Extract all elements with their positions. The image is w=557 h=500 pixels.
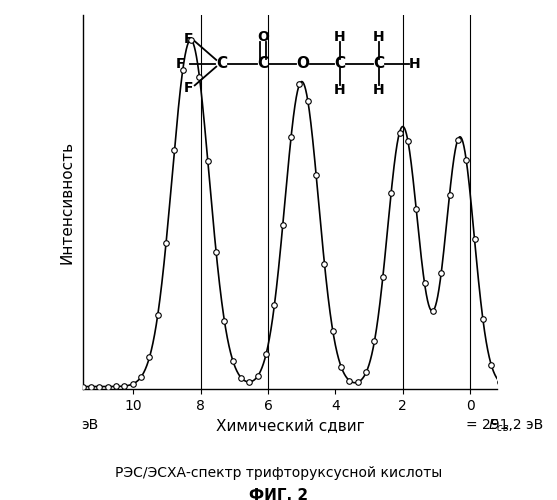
Y-axis label: Интенсивность: Интенсивность (60, 140, 75, 264)
Point (136, 373, 145, 381)
Text: C: C (216, 56, 227, 71)
Point (62, 382, 71, 390)
Point (412, 205, 421, 213)
Point (120, 382, 129, 390)
Point (270, 300, 279, 308)
Point (395, 128, 404, 136)
Point (111, 382, 120, 390)
Point (95, 382, 104, 390)
Point (370, 337, 379, 345)
Text: F: F (184, 81, 193, 95)
Point (187, 36, 196, 44)
Text: C: C (373, 56, 384, 71)
Point (178, 66, 187, 74)
Point (312, 171, 321, 179)
Point (295, 80, 304, 88)
Text: эВ: эВ (81, 418, 98, 432)
X-axis label: Химический сдвиг: Химический сдвиг (216, 418, 364, 434)
Point (478, 315, 487, 323)
Text: H: H (408, 56, 420, 70)
Point (170, 146, 179, 154)
Point (512, 382, 521, 390)
Point (320, 260, 329, 268)
Point (237, 374, 246, 382)
Point (145, 354, 154, 362)
Point (228, 356, 237, 364)
Text: H: H (373, 83, 385, 97)
Point (437, 269, 446, 277)
Text: РЭС/ЭСХА-спектр трифторуксусной кислоты: РЭС/ЭСХА-спектр трифторуксусной кислоты (115, 466, 442, 480)
Point (304, 96, 312, 104)
Point (428, 307, 437, 315)
Point (203, 156, 212, 164)
Text: H: H (334, 83, 345, 97)
Point (462, 156, 471, 164)
Text: $E_{св}$: $E_{св}$ (487, 418, 509, 434)
Point (220, 317, 229, 325)
Point (162, 238, 170, 246)
Point (504, 382, 512, 390)
Point (353, 378, 362, 386)
Text: ФИГ. 2: ФИГ. 2 (249, 488, 308, 500)
Point (287, 132, 296, 140)
Point (336, 363, 345, 371)
Point (245, 378, 254, 386)
Point (470, 236, 479, 244)
Text: F: F (175, 56, 185, 70)
Text: H: H (334, 30, 345, 44)
Text: C: C (334, 56, 345, 71)
Point (278, 220, 287, 228)
Point (79, 382, 87, 390)
Point (495, 378, 504, 386)
Point (387, 188, 395, 196)
Point (361, 368, 370, 376)
Point (253, 372, 262, 380)
Text: = 291,2 эВ: = 291,2 эВ (466, 418, 543, 432)
Text: C: C (257, 56, 268, 71)
Point (453, 136, 462, 143)
Point (70, 382, 79, 390)
Point (153, 311, 162, 319)
Text: H: H (373, 30, 385, 44)
Point (329, 327, 338, 335)
Point (445, 190, 454, 198)
Point (103, 382, 112, 390)
Text: F: F (184, 32, 193, 46)
Point (420, 279, 429, 287)
Point (128, 380, 137, 388)
Point (403, 136, 412, 144)
Point (487, 360, 496, 368)
Point (378, 273, 387, 281)
Text: O: O (296, 56, 309, 71)
Point (212, 248, 221, 256)
Point (262, 350, 271, 358)
Text: O: O (257, 30, 269, 44)
Point (195, 73, 204, 81)
Point (86, 382, 95, 390)
Point (345, 376, 354, 384)
